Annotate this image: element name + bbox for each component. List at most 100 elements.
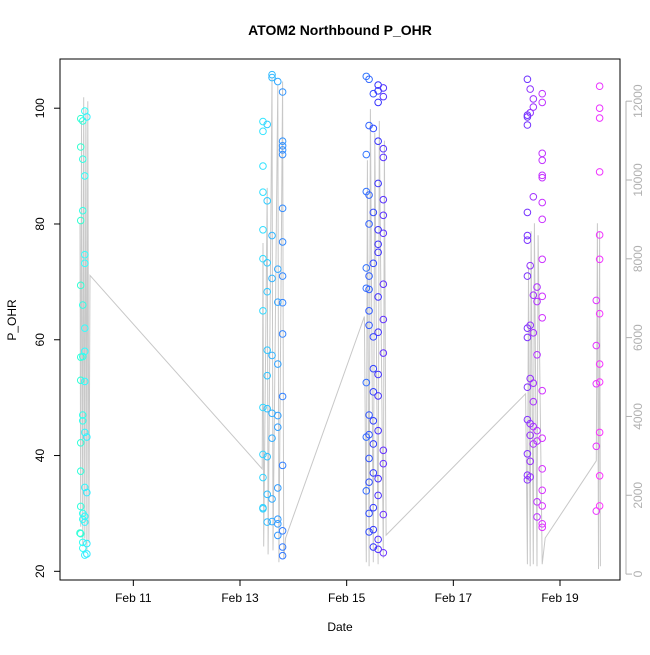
data-point [81,172,89,180]
data-point [365,285,373,294]
data-point [278,526,287,535]
data-point [538,292,547,301]
data-point [595,309,604,318]
data-point [523,450,532,458]
data-point [526,457,534,466]
data-point [83,550,91,558]
data-point [83,433,91,441]
data-point [374,225,382,234]
data-point [278,150,287,159]
data-point [278,238,287,246]
data-point [78,117,87,125]
data-point [369,333,378,341]
data-point [523,383,532,392]
data-point [595,255,604,264]
data-point [78,538,87,547]
data-point [263,258,272,267]
data-point [379,84,388,92]
data-point [523,272,532,280]
x-tick-label: Feb 15 [328,591,366,605]
data-point [365,454,373,463]
data-point [273,298,282,306]
data-point [595,82,604,91]
data-point [379,144,388,153]
y2-tick-label: 8000 [631,245,645,272]
data-point [78,417,87,425]
data-point [369,388,378,396]
data-point [259,307,267,315]
data-point [263,452,272,461]
data-point [81,512,89,521]
data-point [263,490,272,499]
data-point [81,377,89,386]
data-point [273,520,282,528]
data-point [273,265,282,273]
data-point [533,351,541,359]
data-point [78,411,87,419]
y-tick-label: 20 [33,564,47,578]
data-point [259,127,267,136]
data-point [81,250,89,259]
data-point [538,465,547,473]
data-point [273,360,282,368]
data-point [369,543,378,551]
data-point [369,525,378,534]
data-point [365,191,373,199]
data-point [369,440,378,448]
data-point [374,179,382,188]
data-point [538,486,547,495]
data-point [374,137,382,146]
data-point [365,509,373,518]
data-point [365,75,373,84]
data-point [379,153,388,162]
data-point [533,297,541,306]
data-point [362,150,371,159]
data-point [538,520,547,528]
data-point [595,502,604,510]
data-point [374,491,382,500]
data-point [273,411,282,420]
data-point [523,236,532,244]
data-point [529,95,538,103]
data-point [76,439,85,447]
data-point [263,371,272,380]
scatter-series [76,70,604,560]
data-point [365,220,373,228]
data-point [362,264,371,272]
data-point [76,529,85,538]
data-point [273,423,282,431]
data-point [379,211,388,220]
data-point [374,474,382,483]
data-point [538,502,547,510]
y2-tick-label: 6000 [631,324,645,351]
data-point [76,502,85,511]
data-point [533,426,541,435]
data-point [369,89,378,98]
data-point [78,301,87,309]
data-point [273,77,282,86]
data-point [595,360,604,368]
data-point [538,215,547,224]
data-point [76,376,85,385]
data-point [362,487,371,495]
data-point [523,75,532,84]
data-point [81,324,89,332]
data-point [268,351,276,360]
data-point [76,281,85,290]
data-point [523,231,532,240]
data-point [529,291,538,299]
y2-tick-label: 4000 [631,403,645,430]
data-point [268,231,276,240]
line-series [79,77,601,570]
x-tick-label: Feb 11 [115,591,152,605]
data-point [523,208,532,217]
data-point [365,321,373,330]
data-point [374,293,382,301]
data-point [538,313,547,322]
y-axis-label: P_OHR [5,299,19,341]
data-point [379,92,388,101]
data-point [595,472,604,480]
data-point [76,143,85,151]
data-point [374,370,382,379]
